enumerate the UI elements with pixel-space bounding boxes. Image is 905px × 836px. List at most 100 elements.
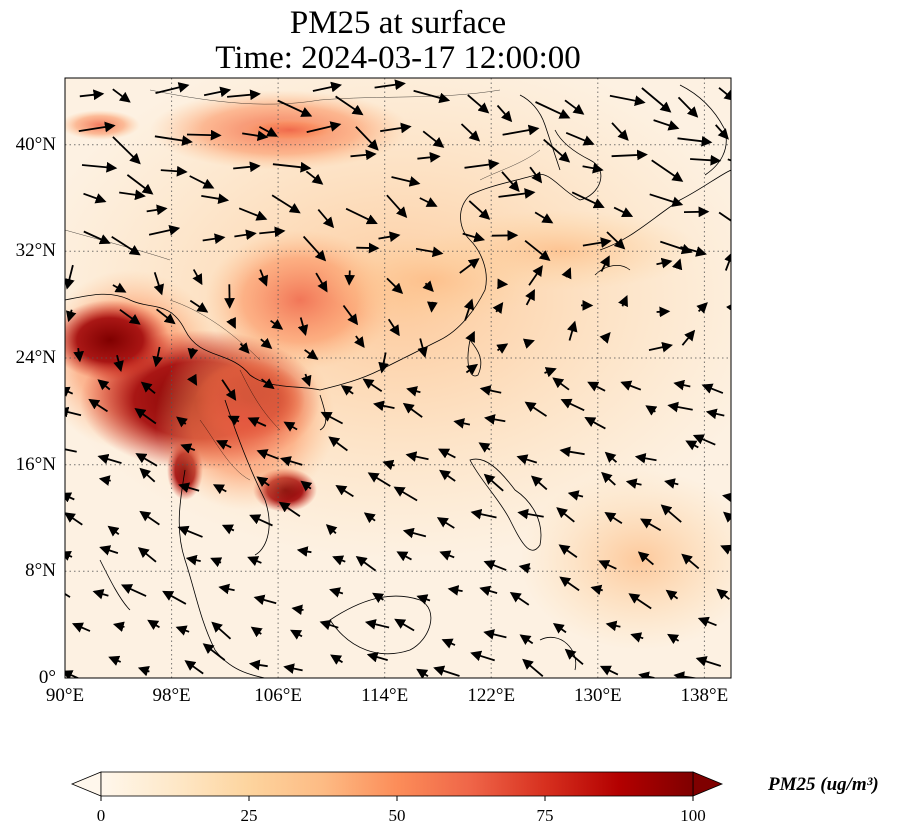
wind-arrow (378, 231, 401, 243)
wind-arrow (609, 94, 646, 106)
wind-arrow (618, 295, 628, 308)
wind-arrow (202, 643, 226, 661)
wind-arrow (638, 671, 655, 678)
wind-arrow (552, 622, 567, 634)
wind-arrow (730, 234, 731, 236)
colorbar-gradient (100, 771, 694, 797)
x-tick-label: 138°E (680, 685, 729, 706)
wind-arrow (227, 89, 261, 101)
wind-arrow (108, 655, 122, 666)
wind-arrow (637, 551, 654, 566)
wind-arrow (483, 560, 507, 571)
wind-arrow (470, 508, 497, 520)
wind-arrow (65, 670, 80, 678)
wind-arrow (250, 626, 263, 638)
wind-arrow (65, 448, 77, 453)
wind-arrow (620, 380, 642, 391)
wind-arrow (290, 629, 303, 640)
wind-arrow (634, 452, 657, 464)
wind-arrow (509, 591, 530, 606)
wind-arrow (247, 417, 267, 428)
wind-arrow (65, 512, 83, 526)
wind-arrow (692, 434, 716, 446)
wind-arrow (137, 547, 157, 563)
wind-arrow (97, 453, 122, 465)
wind-arrow (427, 301, 438, 313)
wind-arrow (433, 665, 460, 677)
wind-arrow (202, 233, 226, 245)
wind-arrow (380, 122, 412, 134)
wind-arrow (79, 89, 105, 101)
wind-arrow (71, 622, 91, 633)
colorbar-label: PM25 (ug/m³) (768, 774, 879, 795)
wind-arrow (716, 588, 730, 600)
wind-arrow (146, 204, 168, 216)
wind-arrow (522, 338, 535, 349)
wind-arrow (417, 338, 428, 358)
wind-arrow (187, 373, 198, 386)
wind-arrow (722, 492, 731, 503)
wind-arrow (387, 318, 400, 337)
wind-arrow (65, 492, 75, 503)
wind-arrow (524, 401, 547, 417)
wind-arrow (353, 335, 365, 349)
wind-arrow (677, 96, 699, 118)
colorbar-min-extend (70, 771, 102, 797)
wind-arrow (705, 408, 725, 420)
wind-arrow (413, 89, 451, 104)
wind-arrow (156, 308, 176, 325)
colorbar-tick-label: 0 (96, 806, 106, 825)
wind-arrow (441, 638, 456, 649)
wind-arrow (302, 235, 327, 262)
wind-arrow (382, 459, 395, 471)
wind-arrow (587, 381, 606, 392)
wind-arrow (297, 317, 309, 337)
pm25-map (64, 77, 732, 679)
wind-arrow (189, 175, 215, 189)
wind-arrow (155, 82, 190, 94)
wind-arrow (656, 257, 673, 269)
y-tick-label: 8°N (25, 560, 56, 582)
wind-arrow (355, 126, 379, 151)
gridlines (65, 78, 731, 678)
y-tick-label: 24°N (15, 347, 56, 368)
wind-arrow (671, 258, 683, 271)
wind-arrow (279, 456, 303, 467)
wind-arrow (673, 671, 699, 678)
wind-arrow (340, 385, 354, 396)
wind-arrow (238, 342, 250, 354)
wind-arrow (525, 289, 535, 306)
wind-arrow (178, 482, 200, 493)
wind-arrow (484, 414, 506, 425)
wind-arrow (301, 373, 312, 387)
wind-arrow (478, 442, 491, 453)
wind-arrow (436, 517, 455, 529)
wind-arrow (92, 588, 109, 600)
wind-arrow (364, 619, 390, 630)
wind-arrow (558, 544, 578, 558)
wind-arrow (483, 473, 504, 492)
wind-arrow (256, 449, 279, 460)
wind-arrow (696, 302, 708, 314)
wind-arrow (559, 576, 580, 592)
wind-arrow (258, 126, 278, 137)
wind-arrow (120, 584, 147, 597)
x-tick-label: 122°E (467, 685, 516, 706)
wind-arrow (496, 104, 513, 123)
wind-arrow (582, 162, 604, 174)
wind-arrow (584, 417, 606, 430)
wind-arrow (300, 480, 313, 492)
wind-arrow (212, 484, 227, 495)
wind-arrow (415, 246, 444, 258)
wind-arrow (291, 604, 304, 616)
wind-arrow (78, 121, 116, 133)
wind-arrow (673, 379, 691, 391)
wind-arrow (715, 124, 729, 140)
wind-arrow (685, 440, 699, 451)
wind-arrow (467, 94, 490, 114)
wind-arrow (362, 378, 383, 392)
wind-arrow (210, 557, 223, 568)
wind-arrow (367, 472, 391, 487)
wind-arrow (649, 193, 684, 207)
wind-arrow (701, 383, 724, 394)
